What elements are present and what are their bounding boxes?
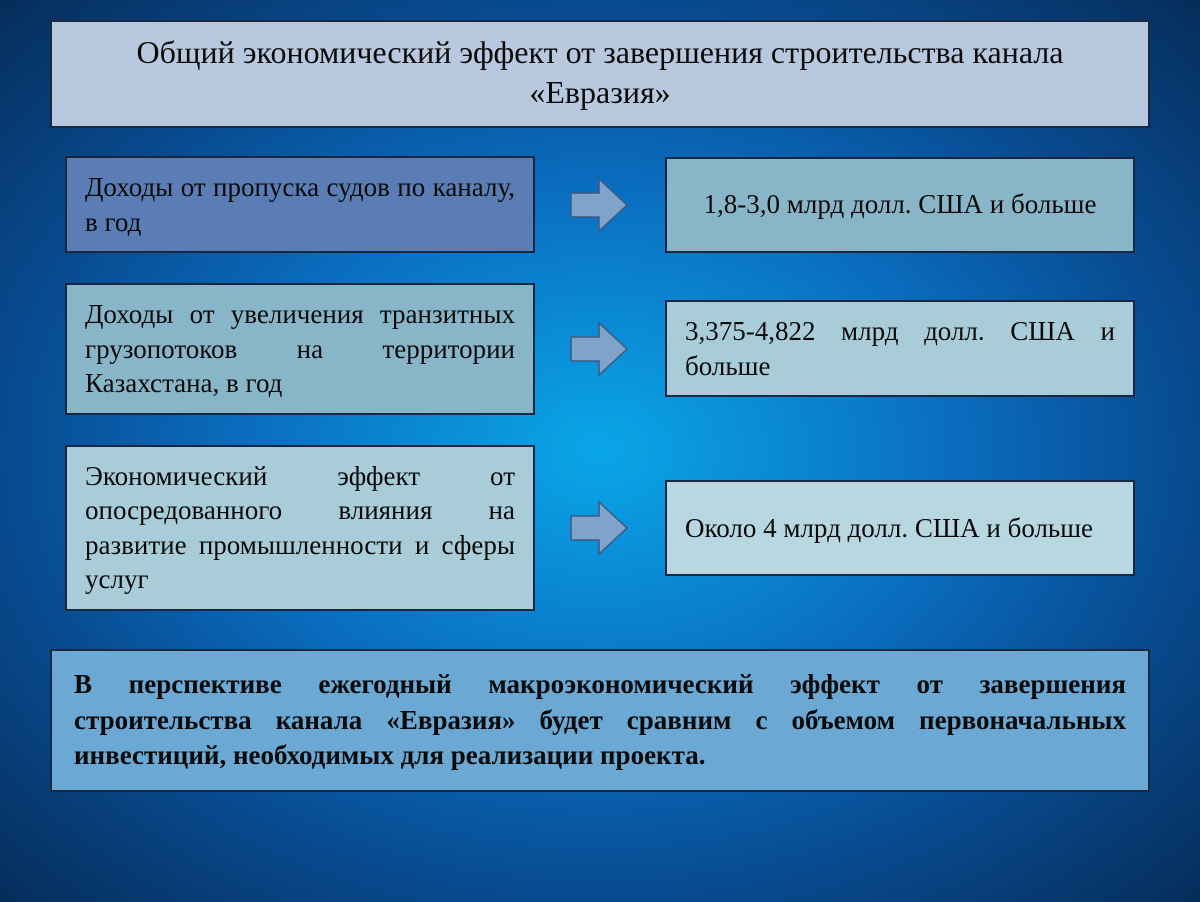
- row-value-text: Около 4 млрд долл. США и больше: [685, 511, 1093, 546]
- row-label: Экономический эффект от опосредованного …: [65, 445, 535, 611]
- row-value-text: 1,8-3,0 млрд долл. США и больше: [704, 187, 1097, 222]
- row-label-text: Экономический эффект от опосредованного …: [85, 459, 515, 597]
- info-row: Экономический эффект от опосредованного …: [50, 445, 1150, 611]
- arrow-icon: [555, 319, 645, 379]
- row-value: 3,375-4,822 млрд долл. США и больше: [665, 300, 1135, 397]
- row-value-text: 3,375-4,822 млрд долл. США и больше: [685, 314, 1115, 383]
- footer-note: В перспективе ежегодный макроэкономическ…: [50, 649, 1150, 792]
- row-label: Доходы от пропуска судов по каналу, в го…: [65, 156, 535, 253]
- row-label: Доходы от увеличения транзитных грузопот…: [65, 283, 535, 415]
- info-row: Доходы от пропуска судов по каналу, в го…: [50, 156, 1150, 253]
- arrow-icon: [555, 175, 645, 235]
- row-value: Около 4 млрд долл. США и больше: [665, 480, 1135, 576]
- row-label-text: Доходы от увеличения транзитных грузопот…: [85, 297, 515, 401]
- slide-container: Общий экономический эффект от завершения…: [0, 0, 1200, 902]
- row-value: 1,8-3,0 млрд долл. США и больше: [665, 157, 1135, 253]
- slide-title: Общий экономический эффект от завершения…: [50, 20, 1150, 128]
- arrow-icon: [555, 498, 645, 558]
- row-label-text: Доходы от пропуска судов по каналу, в го…: [85, 170, 515, 239]
- info-rows: Доходы от пропуска судов по каналу, в го…: [50, 156, 1150, 611]
- info-row: Доходы от увеличения транзитных грузопот…: [50, 283, 1150, 415]
